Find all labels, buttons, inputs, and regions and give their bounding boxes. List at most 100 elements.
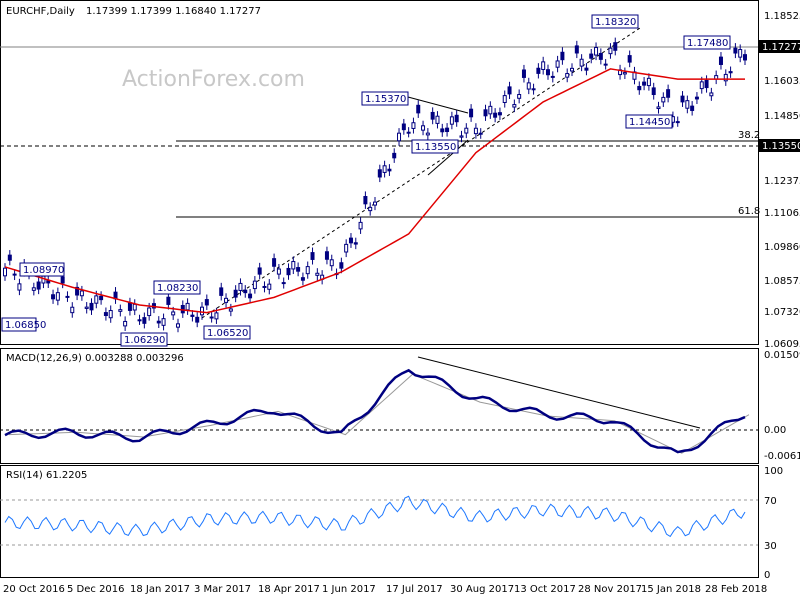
candle-body [324, 251, 329, 260]
candle-body [512, 104, 517, 108]
channel-bottom-line[interactable] [427, 139, 469, 176]
candle-body [132, 303, 137, 311]
svg-text:1.17480: 1.17480 [687, 38, 728, 49]
candle-body [7, 254, 12, 261]
candle-body [699, 81, 704, 90]
annotation-1-14450: 1.14450 [625, 114, 673, 129]
candle-body [694, 96, 699, 100]
svg-text:1.13550: 1.13550 [415, 142, 456, 153]
candle-body [175, 323, 180, 328]
candle-body [603, 63, 608, 66]
candle-body [185, 302, 190, 311]
annotation-1-06850: 1.06850 [1, 317, 46, 332]
date-tick: 5 Dec 2016 [67, 584, 125, 595]
candle-body [570, 67, 575, 72]
annotation-1-13550: 1.13550 [411, 139, 459, 154]
candle-body [171, 311, 176, 316]
date-tick: 18 Apr 2017 [258, 584, 320, 595]
candle-body [646, 77, 651, 87]
candle-body [348, 237, 353, 244]
candle-body [339, 262, 344, 269]
candle-body [397, 132, 402, 142]
candle-body [675, 121, 680, 124]
candle-body [281, 282, 286, 285]
candle-body [584, 67, 589, 71]
candle-body [31, 287, 36, 291]
candle-body [65, 295, 70, 298]
candle-body [680, 95, 685, 103]
candle-body [257, 267, 262, 275]
svg-text:1.06520: 1.06520 [207, 328, 248, 339]
candle-body [118, 309, 123, 312]
candle-body [497, 112, 502, 116]
rsi-tick: 100 [764, 466, 783, 477]
candle-body [103, 312, 108, 317]
annotation-1-08970: 1.08970 [19, 262, 65, 277]
candle-body [565, 73, 570, 78]
candle-body [483, 109, 488, 117]
candle-body [296, 267, 301, 272]
date-tick: 3 Mar 2017 [194, 584, 251, 595]
candle-body [224, 297, 229, 303]
symbol-label: EURCHF,Daily [6, 6, 75, 17]
candle-body [36, 281, 41, 290]
candle-body [598, 52, 603, 60]
candle-body [310, 252, 315, 260]
candle-body [190, 314, 195, 317]
candle-body [262, 285, 267, 288]
candle-body [469, 108, 474, 118]
date-axis: 20 Oct 2016 5 Dec 2016 18 Jan 2017 3 Mar… [3, 584, 767, 595]
candle-body [430, 111, 435, 120]
annotation-1-18320: 1.18320 [591, 14, 639, 29]
candle-body [704, 79, 709, 89]
candle-body [89, 302, 94, 311]
candle-body [363, 196, 368, 205]
candle-body [286, 267, 291, 276]
candle-body [449, 116, 454, 125]
channel-top-line[interactable] [407, 96, 469, 114]
svg-text:1.08970: 1.08970 [23, 265, 64, 276]
price-tick: 1.07320 [764, 307, 800, 318]
candle-body [738, 49, 743, 58]
candle-body [373, 201, 377, 206]
candle-body [60, 276, 65, 284]
svg-text:1.08230: 1.08230 [157, 283, 198, 294]
rsi-tick: 0 [764, 570, 770, 581]
candle-body [507, 86, 512, 95]
rsi-tick: 30 [764, 541, 777, 552]
candle-body [517, 94, 522, 99]
date-tick: 28 Feb 2018 [705, 584, 767, 595]
date-tick: 20 Oct 2016 [3, 584, 65, 595]
candle-body [75, 286, 80, 296]
candle-body [108, 310, 113, 319]
candle-body [435, 115, 440, 124]
candle-body [425, 132, 430, 136]
candle-body [243, 289, 248, 294]
candle-body [521, 69, 526, 78]
ohlc-label: 1.17399 1.17399 1.16840 1.17277 [86, 6, 261, 17]
price-tick: 1.11065 [764, 208, 800, 219]
candle-body [137, 319, 142, 322]
candle-body [315, 272, 320, 276]
annotation-1-08230: 1.08230 [153, 280, 201, 295]
candle-body [329, 259, 334, 267]
candle-body [94, 295, 99, 304]
candle-body [209, 316, 214, 319]
candle-body [723, 73, 728, 82]
candle-body [377, 169, 382, 178]
date-tick: 1 Jun 2017 [322, 584, 376, 595]
rsi-label: RSI(14) 61.2205 [6, 470, 87, 481]
price-tick: 1.08575 [764, 276, 800, 287]
macd-trendline[interactable] [417, 356, 701, 429]
candle-body [248, 293, 253, 299]
candle-body [51, 294, 56, 300]
date-tick: 30 Aug 2017 [450, 584, 514, 595]
rsi-line [4, 495, 746, 538]
candle-body [526, 82, 531, 90]
macd-tick: 0.00 [764, 425, 786, 436]
candle-body [46, 280, 51, 284]
candle-body [416, 104, 421, 114]
price-tick: 1.12375 [764, 176, 800, 187]
